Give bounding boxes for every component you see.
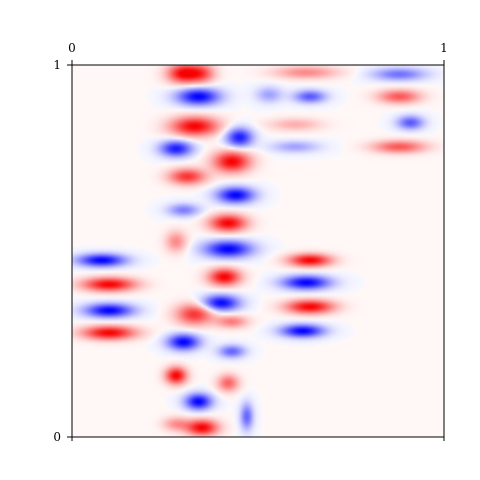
x-tick-label-1: 1 [440, 41, 448, 55]
axis-ticks [67, 60, 445, 441]
heatmap-field [72, 65, 444, 437]
x-tick-label-0: 0 [68, 41, 76, 55]
axes-frame [71, 64, 445, 438]
y-tick-label-0: 0 [53, 430, 61, 444]
y-tick-label-1: 1 [53, 58, 61, 72]
